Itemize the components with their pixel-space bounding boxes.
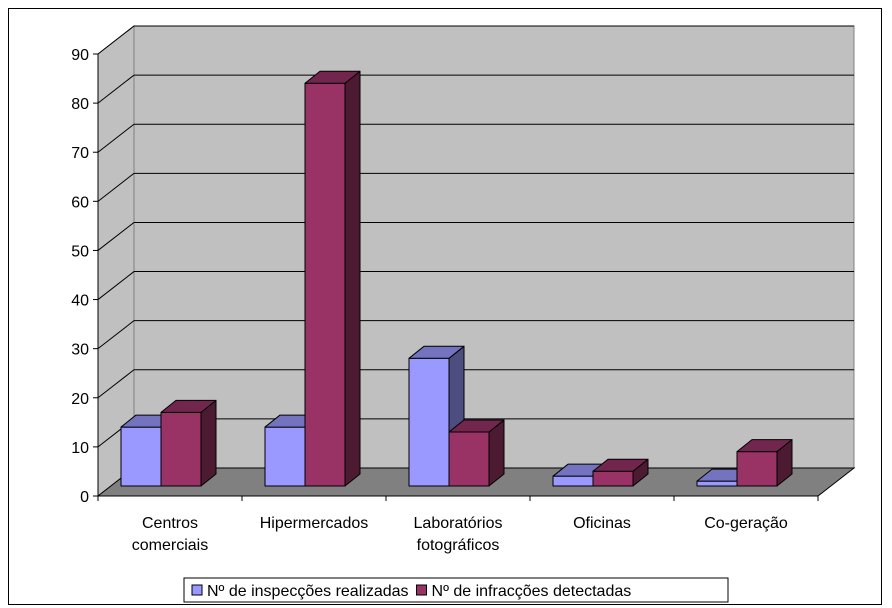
y-tick-label: 20: [71, 391, 89, 408]
legend: [183, 577, 729, 603]
gridline: [97, 123, 854, 153]
back-wall: [133, 25, 855, 469]
x-tick-label: Centros: [142, 515, 198, 532]
gridline: [97, 221, 854, 251]
y-tick-label: 0: [80, 489, 89, 506]
x-tick-label: comerciais: [132, 537, 208, 554]
x-tick-label: Laboratórios: [414, 515, 503, 532]
y-tick-label: 60: [71, 194, 89, 211]
y-tick-label: 40: [71, 293, 89, 310]
bar-series-2: [304, 70, 361, 487]
gridline: [97, 74, 854, 104]
y-tick-label: 80: [71, 96, 89, 113]
gridline: [97, 320, 854, 350]
x-tick-label: Hipermercados: [260, 515, 368, 532]
gridline: [97, 25, 854, 55]
y-tick-label: 90: [71, 47, 89, 64]
bar-series-2: [736, 439, 793, 487]
gridline: [97, 172, 854, 202]
gridline: [97, 369, 854, 399]
x-tick-label: Co-geração: [704, 515, 788, 532]
x-tick-label: fotográficos: [417, 537, 500, 554]
y-tick-label: 30: [71, 342, 89, 359]
y-tick-label: 10: [71, 440, 89, 457]
bar-series-2: [160, 399, 217, 487]
legend-label: Nº de inspecções realizadas: [207, 583, 409, 600]
x-tick-label: Oficinas: [573, 515, 631, 532]
y-tick-label: 70: [71, 145, 89, 162]
gridline: [97, 271, 854, 300]
legend-swatch: [416, 584, 428, 596]
legend-label: Nº de infracções detectadas: [432, 583, 632, 600]
bar-series-2: [592, 458, 649, 487]
legend-swatch: [191, 584, 203, 596]
bar-series-2: [448, 419, 505, 487]
y-tick-label: 50: [71, 243, 89, 260]
